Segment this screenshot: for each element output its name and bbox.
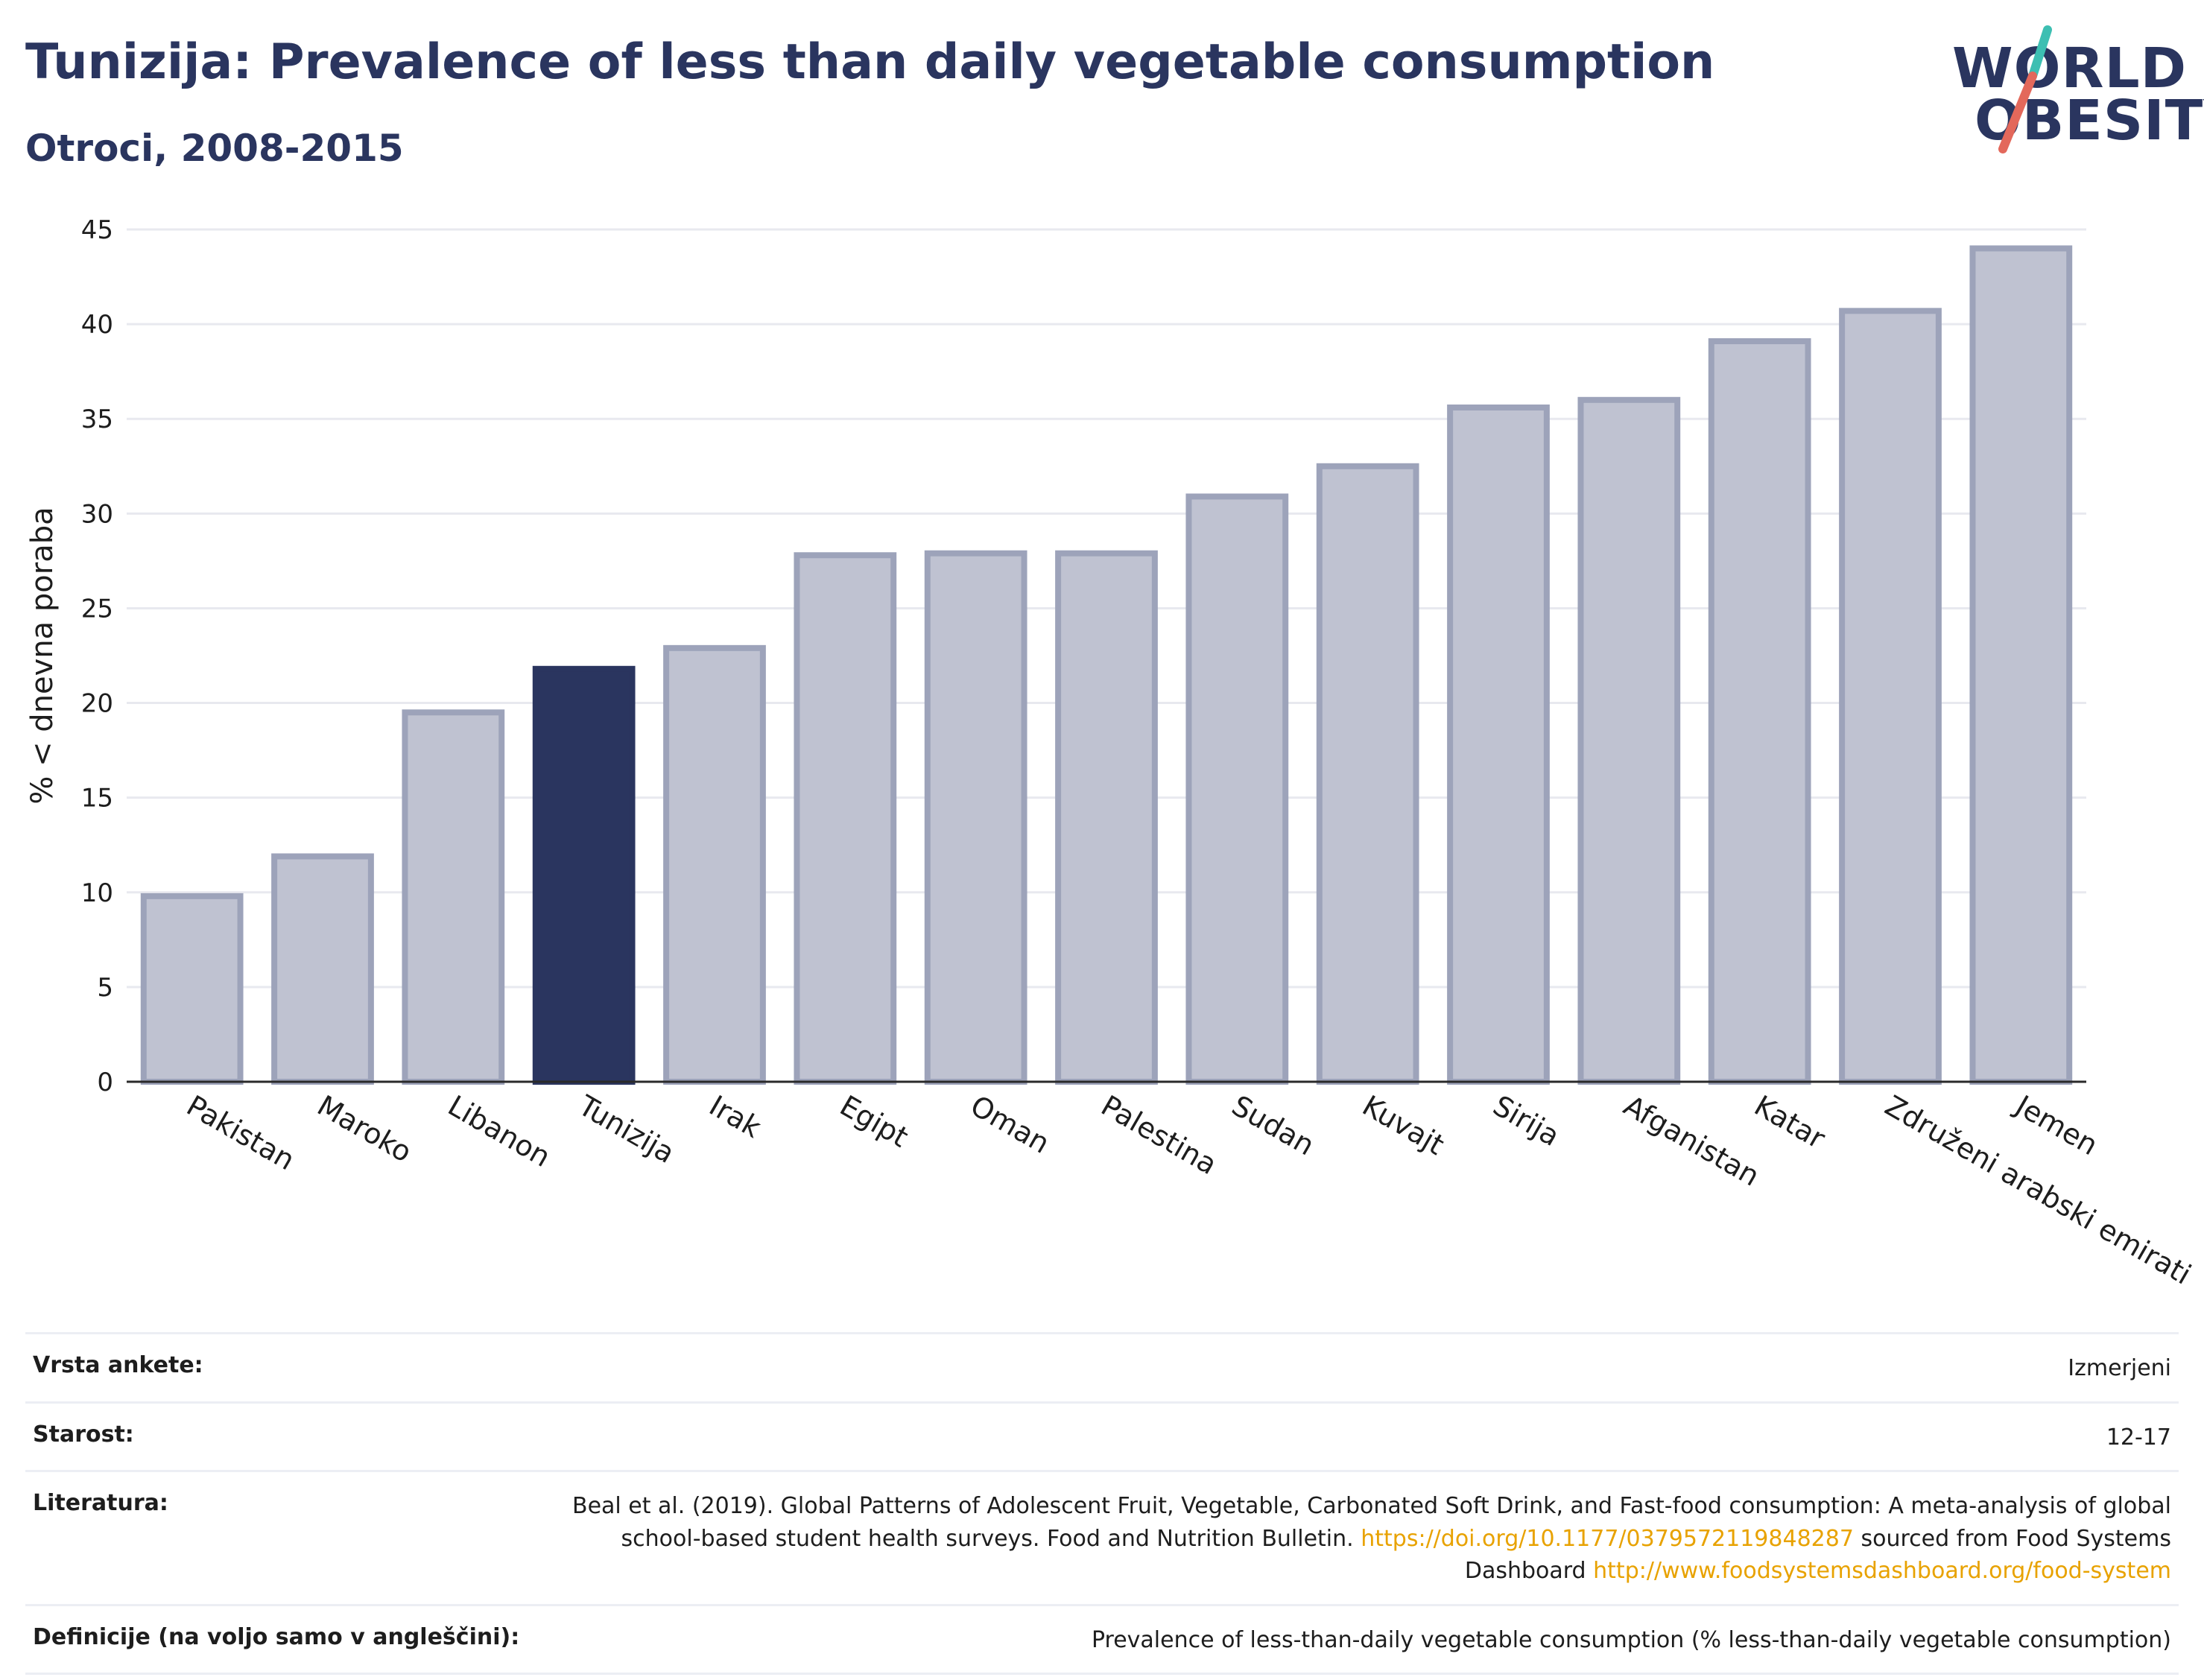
y-axis-ticks: 0 5 10 15 20 25 30 35 40 45 xyxy=(81,215,113,1097)
citation-text: Beal et al. (2019). Global Patterns of A… xyxy=(571,1493,2171,1552)
world-obesity-logo: WORLD OBESITY xyxy=(1937,22,2204,156)
meta-row-definitions: Definicije (na voljo samo v angleščini):… xyxy=(25,1603,2179,1675)
bar-sirija xyxy=(1447,404,1550,1085)
meta-value: Beal et al. (2019). Global Patterns of A… xyxy=(569,1490,2171,1588)
bars xyxy=(140,245,2073,1085)
bar-sudan xyxy=(1185,493,1289,1085)
chart-title: Tunizija: Prevalence of less than daily … xyxy=(25,34,1715,90)
x-tick-label: Oman xyxy=(965,1089,1055,1160)
x-tick-label: Sudan xyxy=(1226,1089,1320,1162)
y-axis-label: % < dnevna poraba xyxy=(25,507,60,804)
bar-egipt xyxy=(794,552,897,1085)
x-axis-ticks: Pakistan Maroko Libanon Tunizija Irak Egipt Om… xyxy=(181,1088,2197,1291)
y-tick-label: 0 xyxy=(97,1068,113,1097)
bar-palestina xyxy=(1055,550,1158,1085)
dashboard-link[interactable]: http://www.foodsystemsdashboard.org/food… xyxy=(1593,1558,2171,1584)
y-tick-label: 10 xyxy=(81,878,113,908)
citation-source-text: sourced from Food Systems Dashboard xyxy=(1464,1525,2171,1585)
x-tick-label: Irak xyxy=(704,1089,767,1144)
x-tick-label: Tunizija xyxy=(572,1088,680,1170)
bar-irak xyxy=(663,644,766,1085)
doi-link[interactable]: https://doi.org/10.1177/0379572119848287 xyxy=(1361,1525,1854,1552)
bar-pakistan xyxy=(140,893,244,1085)
meta-row-survey-type: Vrsta ankete: Izmerjeni xyxy=(25,1332,2179,1401)
meta-key: Literatura: xyxy=(33,1490,168,1516)
x-tick-label: Maroko xyxy=(312,1089,418,1169)
y-tick-label: 5 xyxy=(97,973,113,1003)
y-tick-label: 35 xyxy=(81,405,113,434)
x-tick-label: Palestina xyxy=(1096,1089,1223,1182)
y-tick-label: 30 xyxy=(81,499,113,529)
y-tick-label: 40 xyxy=(81,310,113,340)
y-tick-label: 45 xyxy=(81,215,113,245)
meta-value: Prevalence of less-than-daily vegetable … xyxy=(1091,1626,2171,1653)
meta-row-age: Starost: 12-17 xyxy=(25,1401,2179,1471)
x-tick-label: Pakistan xyxy=(181,1089,300,1177)
logo-word-world: WORLD xyxy=(1952,37,2188,101)
meta-key: Definicije (na voljo samo v angleščini): xyxy=(33,1623,520,1650)
bar-chart: 0 5 10 15 20 25 30 35 40 45 Pakistan Maroko Libanon… xyxy=(25,215,2197,1291)
bar-tunizija xyxy=(532,665,636,1085)
y-tick-label: 25 xyxy=(81,594,113,624)
meta-value: 12-17 xyxy=(2106,1424,2171,1451)
chart-subtitle: Otroci, 2008-2015 xyxy=(25,127,404,170)
y-tick-label: 20 xyxy=(81,689,113,719)
bar-kuvajt xyxy=(1316,463,1419,1085)
y-tick-label: 15 xyxy=(81,784,113,814)
x-tick-label: Libanon xyxy=(443,1089,556,1173)
bar-maroko xyxy=(271,853,374,1085)
meta-row-literature: Literatura: Beal et al. (2019). Global P… xyxy=(25,1470,2179,1604)
meta-key: Vrsta ankete: xyxy=(33,1352,203,1378)
bar-katar xyxy=(1708,337,1811,1085)
x-tick-label: Sirija xyxy=(1488,1089,1565,1153)
bar-zdru-eni-arabski-emirati xyxy=(1839,308,1942,1085)
meta-value: Izmerjeni xyxy=(2068,1355,2171,1381)
metadata-table: Vrsta ankete: Izmerjeni Starost: 12-17 L… xyxy=(25,1332,2179,1675)
x-tick-label: Afganistan xyxy=(1618,1089,1765,1193)
x-tick-label: Jemen xyxy=(2009,1088,2103,1162)
bar-jemen xyxy=(1969,245,2073,1085)
bar-afganistan xyxy=(1577,396,1681,1085)
meta-key: Starost: xyxy=(33,1421,134,1448)
bar-libanon xyxy=(402,709,505,1085)
bar-oman xyxy=(924,550,1027,1085)
x-tick-label: Kuvajt xyxy=(1357,1089,1449,1161)
x-tick-label: Egipt xyxy=(835,1089,914,1154)
logo-slash-icon xyxy=(1998,25,2052,153)
x-tick-label: Katar xyxy=(1749,1089,1831,1156)
